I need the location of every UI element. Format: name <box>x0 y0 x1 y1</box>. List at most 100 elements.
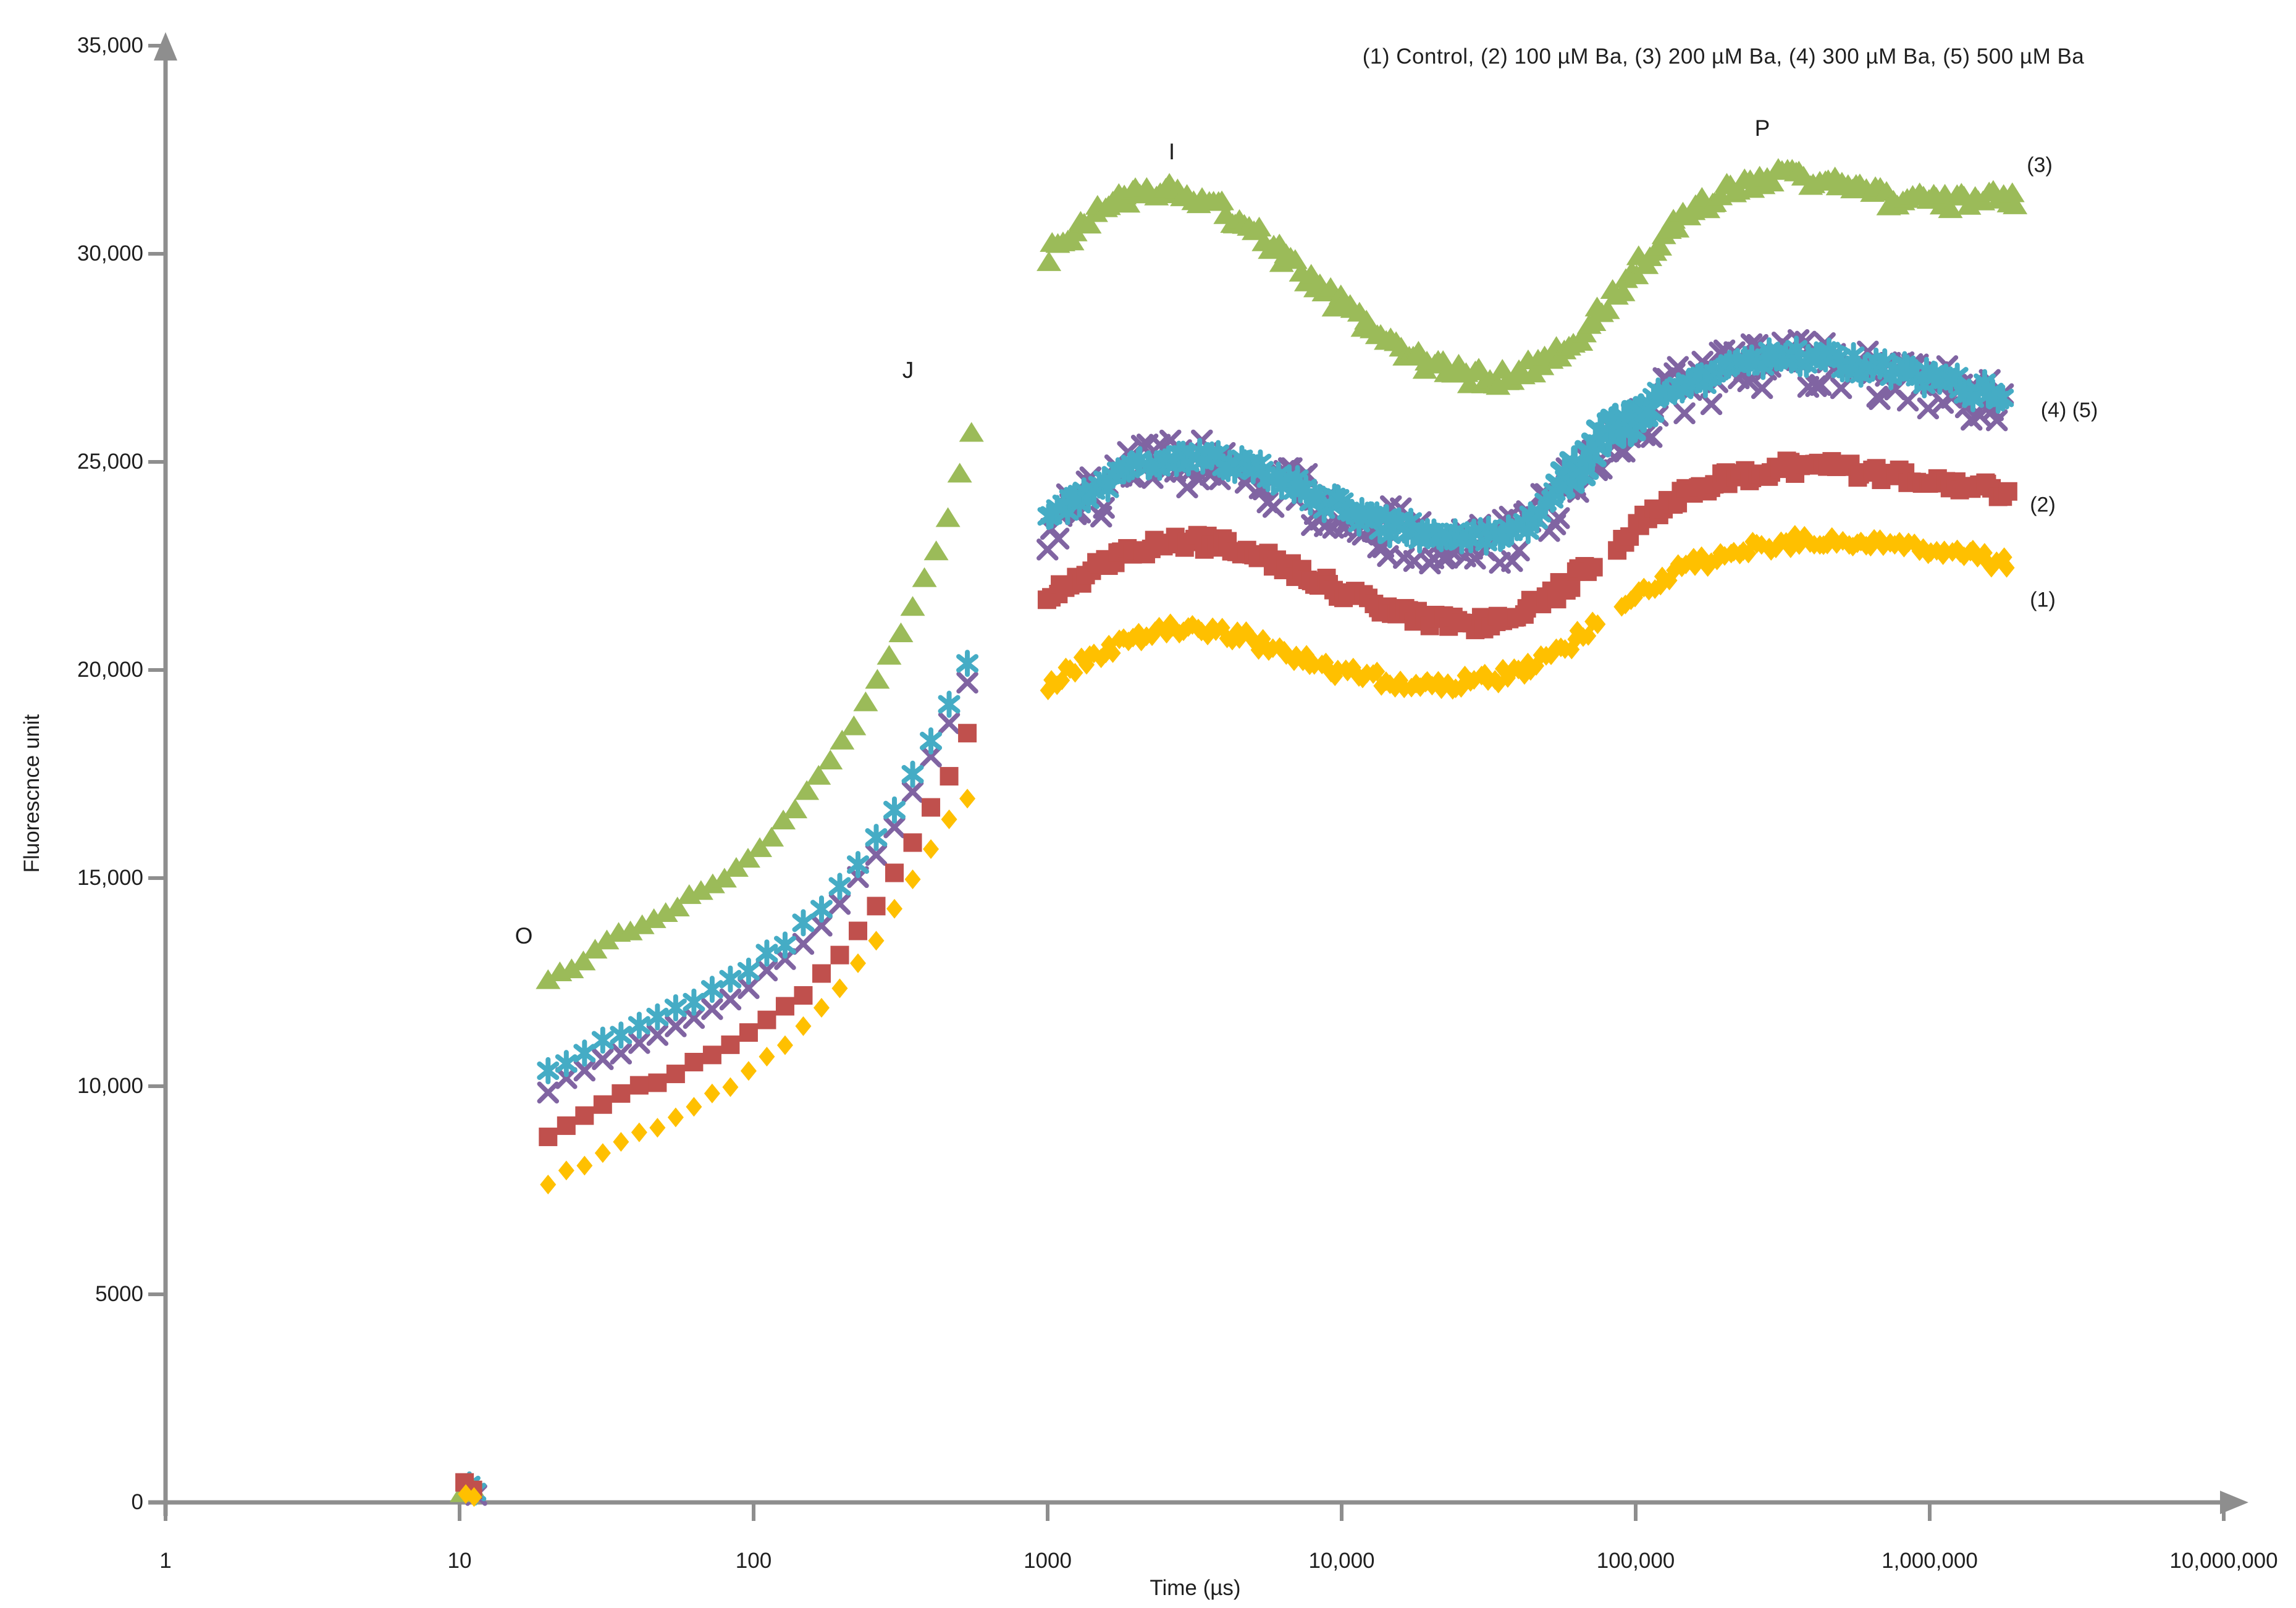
marker-diamond <box>1104 643 1121 663</box>
marker-square <box>867 897 886 916</box>
marker-diamond <box>941 809 957 829</box>
marker-diamond <box>959 789 976 809</box>
marker-asterisk <box>700 976 723 1003</box>
marker-diamond <box>886 898 903 919</box>
point-label-i: I <box>1168 139 1175 164</box>
marker-asterisk <box>956 650 979 677</box>
y-tick-label: 35,000 <box>77 33 143 57</box>
marker-triangle <box>735 848 760 868</box>
marker-xmark <box>920 745 942 768</box>
marker-square <box>812 964 831 983</box>
marker-asterisk <box>883 796 906 824</box>
marker-diamond <box>1231 629 1248 649</box>
marker-triangle <box>912 567 937 587</box>
marker-diamond <box>849 953 866 973</box>
marker-triangle <box>618 920 643 940</box>
marker-asterisk <box>792 909 815 937</box>
y-tick-label: 5000 <box>95 1282 143 1306</box>
marker-triangle <box>759 826 784 847</box>
marker-triangle <box>830 729 855 750</box>
marker-triangle <box>853 691 878 711</box>
marker-asterisk <box>555 1050 578 1078</box>
x-tick-label: 10,000,000 <box>2169 1549 2278 1573</box>
marker-xmark <box>1673 402 1696 425</box>
y-tick-label: 10,000 <box>77 1074 143 1098</box>
marker-triangle <box>536 969 561 989</box>
marker-xmark <box>1176 476 1198 498</box>
marker-diamond <box>704 1083 720 1103</box>
marker-diamond <box>540 1175 557 1195</box>
marker-xmark <box>1805 375 1827 398</box>
marker-triangle <box>900 596 925 616</box>
point-label-p: P <box>1754 115 1770 141</box>
marker-asterisk <box>628 1011 650 1039</box>
x-tick-label: 1000 <box>1024 1549 1072 1573</box>
marker-square <box>885 863 904 882</box>
marker-triangle <box>923 540 949 561</box>
marker-xmark <box>755 959 778 982</box>
marker-asterisk <box>901 760 924 788</box>
marker-triangle <box>818 749 843 769</box>
marker-square <box>922 798 941 817</box>
marker-diamond <box>1589 614 1606 634</box>
marker-xmark <box>774 948 796 970</box>
marker-square <box>612 1084 631 1103</box>
marker-diamond <box>813 997 830 1018</box>
marker-diamond <box>795 1016 812 1036</box>
marker-square <box>739 1023 758 1042</box>
marker-diamond <box>1164 617 1181 637</box>
point-label-j: J <box>902 358 914 383</box>
y-axis-title: Fluorescnce unit <box>20 714 44 873</box>
marker-triangle <box>641 908 667 928</box>
y-tick-label: 0 <box>131 1490 143 1514</box>
marker-triangle <box>1500 370 1525 390</box>
marker-diamond <box>740 1061 757 1081</box>
marker-square <box>539 1128 558 1147</box>
marker-xmark <box>901 781 924 803</box>
x-tick-label: 10,000 <box>1308 1549 1375 1573</box>
marker-triangle <box>688 880 713 900</box>
marker-xmark <box>865 844 888 866</box>
marker-square <box>721 1035 740 1054</box>
marker-square <box>1584 558 1603 577</box>
marker-triangle <box>629 914 655 934</box>
marker-diamond <box>868 931 885 951</box>
marker-xmark <box>719 988 742 1011</box>
marker-triangle <box>771 810 796 830</box>
marker-xmark <box>1917 397 1940 420</box>
marker-triangle <box>877 645 902 665</box>
marker-xmark <box>701 998 723 1020</box>
marker-asterisk <box>810 895 833 923</box>
marker-xmark <box>683 1007 705 1029</box>
marker-diamond <box>1133 631 1150 651</box>
marker-triangle <box>1077 214 1102 234</box>
marker-triangle <box>1665 217 1690 238</box>
marker-triangle <box>1431 350 1456 371</box>
marker-diamond <box>667 1107 684 1128</box>
marker-triangle <box>594 929 620 950</box>
marker-asterisk <box>846 851 869 879</box>
marker-triangle <box>806 764 831 785</box>
marker-xmark <box>1809 374 1832 396</box>
marker-triangle <box>712 868 737 888</box>
marker-square <box>629 1076 649 1095</box>
marker-diamond <box>631 1122 647 1142</box>
marker-asterisk <box>755 939 778 967</box>
marker-xmark <box>810 915 833 937</box>
marker-diamond <box>576 1155 593 1176</box>
marker-diamond <box>831 978 848 999</box>
marker-asterisk <box>683 988 705 1016</box>
marker-xmark <box>1093 496 1115 519</box>
marker-diamond <box>722 1077 739 1097</box>
marker-xmark <box>792 932 815 955</box>
marker-asterisk <box>828 873 851 900</box>
marker-triangle <box>1595 299 1620 319</box>
x-tick-label: 10 <box>447 1549 472 1573</box>
marker-xmark <box>1047 527 1070 550</box>
marker-xmark <box>938 712 961 734</box>
marker-diamond <box>466 1487 482 1507</box>
marker-triangle <box>559 958 584 979</box>
marker-xmark <box>537 1081 560 1103</box>
marker-triangle <box>1938 198 1963 219</box>
